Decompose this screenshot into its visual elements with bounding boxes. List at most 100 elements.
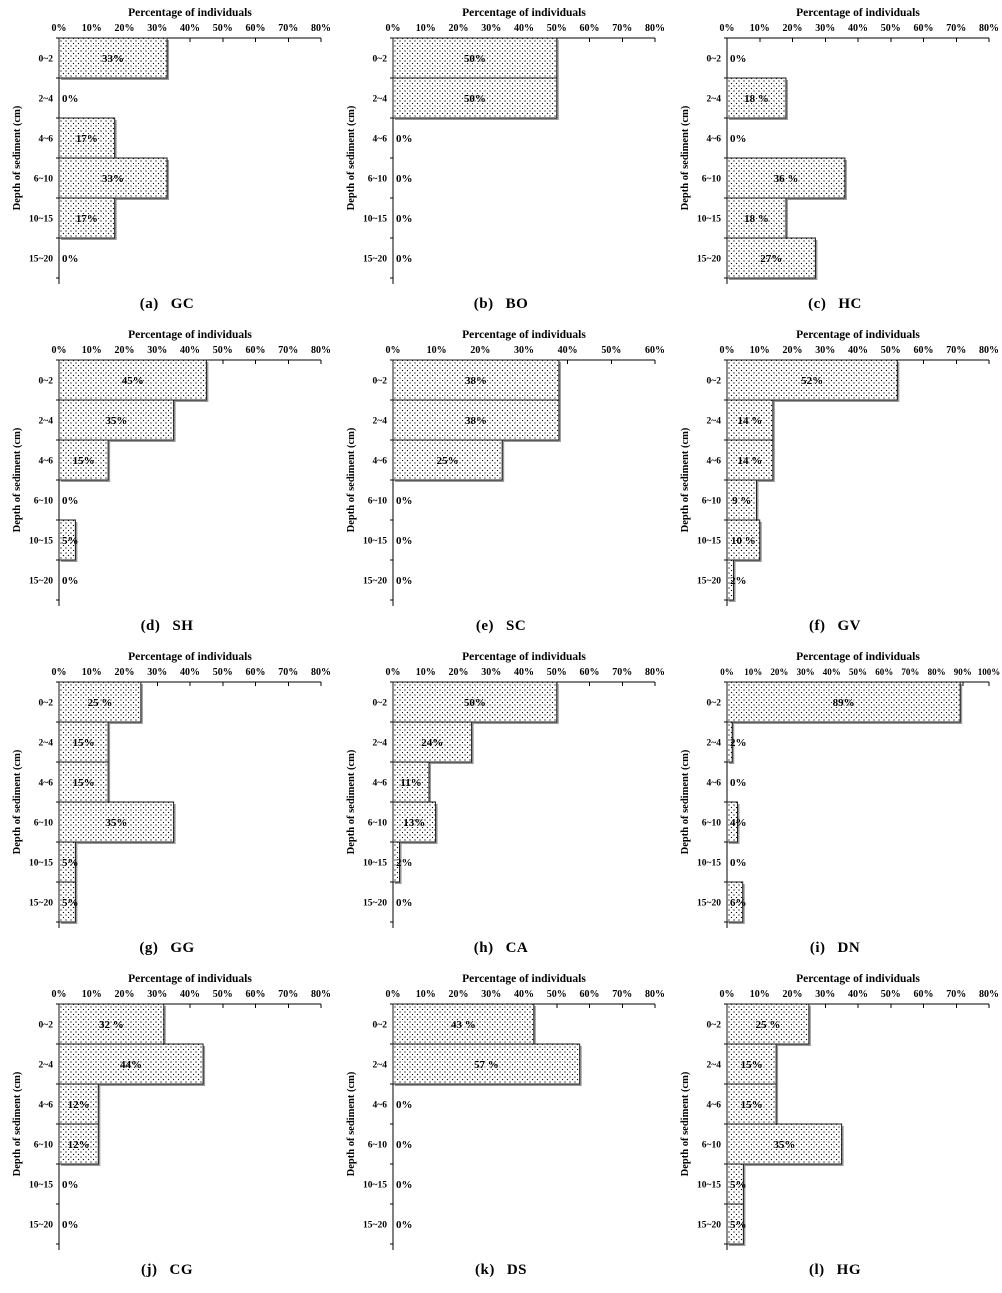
x-tick-label: 40% — [180, 667, 200, 678]
caption-code: GG — [170, 940, 195, 956]
value-label: 6% — [730, 897, 747, 909]
category-label: 15~20 — [363, 899, 387, 909]
x-tick-label: 10% — [416, 23, 436, 34]
bar — [726, 197, 787, 239]
category-label: 2~4 — [373, 1061, 388, 1071]
chart-cell-hg: Percentage of individuals 0% 10% 20% 30% 40% 5… — [668, 966, 1002, 1288]
category-label: 4~6 — [707, 457, 722, 467]
bar-chart-svg: Percentage of individuals 0% 10% 20% 30% 40% 5… — [680, 7, 999, 284]
x-tick-label: 0% — [720, 345, 735, 356]
x-tick-label: 30% — [815, 23, 835, 34]
x-tick-label: 40% — [848, 23, 868, 34]
bar — [58, 37, 168, 79]
x-tick-label: 0% — [386, 345, 401, 356]
x-tick-label: 70% — [946, 23, 966, 34]
chart-cell-ca: Percentage of individuals 0% 10% 20% 30% 40% 5… — [334, 644, 668, 966]
category-label: 4~6 — [707, 779, 722, 789]
x-tick-label: 60% — [875, 667, 893, 677]
x-tick-label: 70% — [946, 989, 966, 1000]
bar — [726, 1123, 843, 1165]
x-tick-label: 80% — [311, 345, 331, 356]
bar-chart-svg: Percentage of individuals 0% 10% 20% 30% 40% 5… — [346, 973, 665, 1250]
bar — [392, 1043, 581, 1085]
caption-index: (l) — [808, 1262, 825, 1278]
y-axis-title: Depth of sediment (cm) — [346, 105, 357, 210]
bar — [392, 439, 503, 481]
caption-code: SC — [505, 618, 527, 634]
category-label: 6~10 — [702, 819, 721, 829]
category-label: 0~2 — [707, 1021, 722, 1031]
x-tick-label: 10% — [750, 989, 770, 1000]
x-tick-label: 80% — [311, 667, 331, 678]
x-tick-label: 80% — [645, 989, 665, 1000]
category-label: 15~20 — [363, 577, 387, 587]
y-axis-title: Depth of sediment (cm) — [346, 749, 357, 854]
x-tick-label: 50% — [213, 667, 233, 678]
value-label: 50% — [464, 93, 486, 105]
chart-caption: (e) SC — [334, 618, 668, 635]
x-tick-label: 70% — [612, 989, 632, 1000]
bar-chart-gg: Percentage of individuals 0% 10% 20% 30% 40% 5… — [0, 644, 334, 932]
category-label: 10~15 — [697, 537, 721, 547]
bar — [58, 157, 168, 199]
x-tick-label: 70% — [901, 667, 919, 677]
bar-chart-gc: Percentage of individuals 0% 10% 20% 30% 40% 5… — [0, 0, 334, 288]
category-label: 2~4 — [373, 95, 388, 105]
category-label: 6~10 — [702, 175, 721, 185]
value-label: 5% — [730, 1219, 747, 1231]
x-tick-label: 80% — [928, 667, 946, 677]
category-label: 0~2 — [373, 55, 388, 65]
value-label: 15% — [73, 737, 95, 749]
category-label: 2~4 — [707, 1061, 722, 1071]
category-label: 4~6 — [39, 1101, 54, 1111]
chart-caption: (f) GV — [668, 618, 1002, 635]
x-tick-label: 60% — [246, 989, 266, 1000]
value-label: 0% — [62, 1219, 79, 1231]
y-axis-title: Depth of sediment (cm) — [12, 1071, 23, 1176]
bar-chart-cg: Percentage of individuals 0% 10% 20% 30% 40% 5… — [0, 966, 334, 1254]
bar — [58, 801, 175, 843]
y-axis-title: Depth of sediment (cm) — [680, 1071, 691, 1176]
value-label: 0% — [396, 575, 413, 587]
category-label: 6~10 — [368, 497, 387, 507]
x-tick-label: 70% — [278, 23, 298, 34]
bar — [58, 1003, 165, 1045]
value-label: 33% — [102, 53, 124, 65]
bar-chart-svg: Percentage of individuals 0% 10% 20% 30% 40% 5… — [346, 329, 665, 606]
chart-title: Percentage of individuals — [462, 329, 586, 341]
chart-caption: (a) GC — [0, 296, 334, 313]
value-label: 15% — [741, 1099, 763, 1111]
x-tick-label: 10% — [416, 989, 436, 1000]
value-label: 52% — [801, 375, 823, 387]
bar-chart-ds: Percentage of individuals 0% 10% 20% 30% 40% 5… — [334, 966, 668, 1254]
chart-title: Percentage of individuals — [796, 7, 920, 19]
value-label: 0% — [730, 53, 747, 65]
bar-chart-hc: Percentage of individuals 0% 10% 20% 30% 40% 5… — [668, 0, 1002, 288]
category-label: 6~10 — [368, 1141, 387, 1151]
value-label: 12% — [68, 1099, 90, 1111]
bar-chart-bo: Percentage of individuals 0% 10% 20% 30% 40% 5… — [334, 0, 668, 288]
x-tick-label: 60% — [246, 23, 266, 34]
x-tick-label: 40% — [180, 989, 200, 1000]
caption-index: (b) — [473, 296, 494, 312]
chart-caption: (k) DS — [334, 1262, 668, 1279]
x-tick-label: 70% — [278, 667, 298, 678]
category-label: 4~6 — [373, 457, 388, 467]
value-label: 0% — [62, 253, 79, 265]
x-tick-label: 60% — [914, 989, 934, 1000]
chart-title: Percentage of individuals — [796, 973, 920, 985]
chart-title: Percentage of individuals — [128, 973, 252, 985]
value-label: 35% — [105, 817, 127, 829]
chart-cell-sh: Percentage of individuals 0% 10% 20% 30% 40% 5… — [0, 322, 334, 644]
category-label: 15~20 — [29, 1221, 53, 1231]
value-label: 0% — [396, 1139, 413, 1151]
category-label: 4~6 — [39, 135, 54, 145]
x-tick-label: 30% — [147, 23, 167, 34]
bar-chart-svg: Percentage of individuals 0% 10% 20% 30% 40% 5… — [12, 973, 331, 1250]
bar — [726, 237, 816, 279]
value-label: 0% — [730, 133, 747, 145]
chart-caption: (g) GG — [0, 940, 334, 957]
x-tick-label: 0% — [386, 667, 401, 678]
category-label: 0~2 — [373, 377, 388, 387]
